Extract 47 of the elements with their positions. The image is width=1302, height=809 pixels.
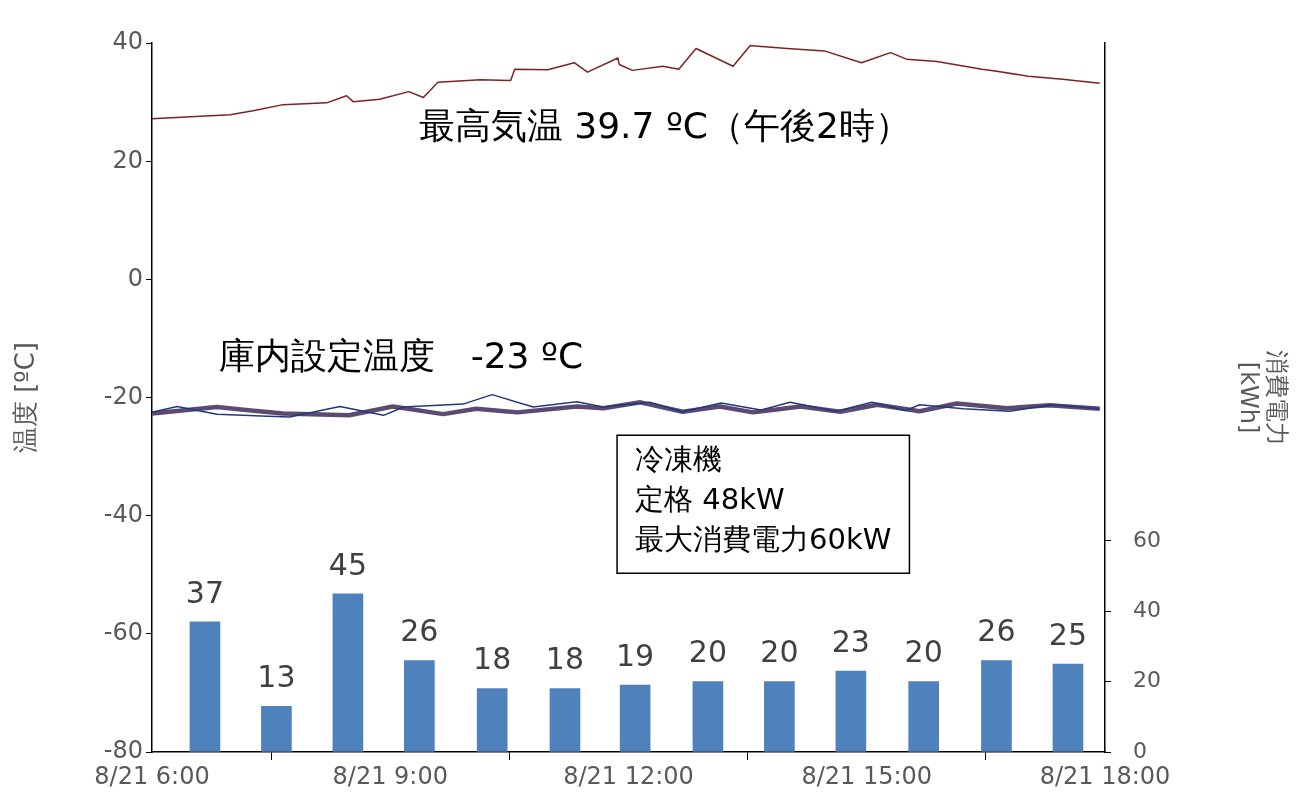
- y-tick-label: -60: [103, 618, 143, 647]
- annotation: 庫内設定温度 -23 ºC: [218, 335, 584, 377]
- bar: [476, 688, 508, 752]
- bar: [549, 688, 581, 752]
- bar: [1052, 663, 1084, 752]
- annotation: 冷凍機: [635, 442, 723, 477]
- bar: [764, 681, 795, 752]
- data-label: 18: [545, 641, 585, 677]
- data-label: 25: [1048, 616, 1088, 652]
- annotation: 最高気温 39.7 ºC（午後2時）: [418, 104, 911, 146]
- y-tick-label: -40: [103, 499, 143, 528]
- bar: [332, 593, 364, 752]
- y-tick-label: 40: [112, 27, 143, 56]
- y2-tick-label: 60: [1133, 526, 1161, 552]
- y2-tick-label: 40: [1133, 597, 1161, 623]
- y2-tick-label: 0: [1133, 737, 1147, 763]
- y-axis-title: 温度 [ºC]: [10, 342, 41, 454]
- bar: [404, 660, 435, 752]
- y2-tick-label: 20: [1133, 667, 1161, 693]
- bar: [908, 681, 939, 752]
- data-label: 13: [257, 659, 296, 695]
- annotation: 定格 48kW: [635, 482, 785, 517]
- bar: [835, 670, 867, 752]
- x-tick-label: 8/21 18:00: [1039, 761, 1171, 790]
- bar: [261, 705, 292, 752]
- annotation: 最大消費電力60kW: [635, 522, 892, 557]
- y-tick-label: 20: [112, 145, 143, 174]
- bar: [981, 660, 1012, 752]
- bar: [692, 681, 724, 752]
- data-label: 18: [473, 641, 512, 677]
- bar: [619, 684, 651, 752]
- data-label: 45: [328, 546, 367, 582]
- data-label: 37: [185, 574, 225, 610]
- data-label: 20: [688, 634, 728, 670]
- bar: [189, 621, 221, 752]
- y2-axis-title: 消費電力 [kWh]: [1234, 349, 1292, 446]
- x-tick-label: 8/21 15:00: [801, 761, 933, 790]
- x-tick-label: 8/21 9:00: [332, 761, 448, 790]
- data-label: 19: [616, 637, 655, 673]
- data-label: 20: [760, 634, 799, 670]
- data-label: 26: [977, 613, 1016, 649]
- data-label: 26: [400, 613, 439, 649]
- y-tick-label: 0: [127, 263, 143, 292]
- data-label: 23: [831, 623, 870, 659]
- data-label: 20: [904, 634, 943, 670]
- x-tick-label: 8/21 12:00: [563, 761, 694, 790]
- y-tick-label: -20: [103, 381, 143, 410]
